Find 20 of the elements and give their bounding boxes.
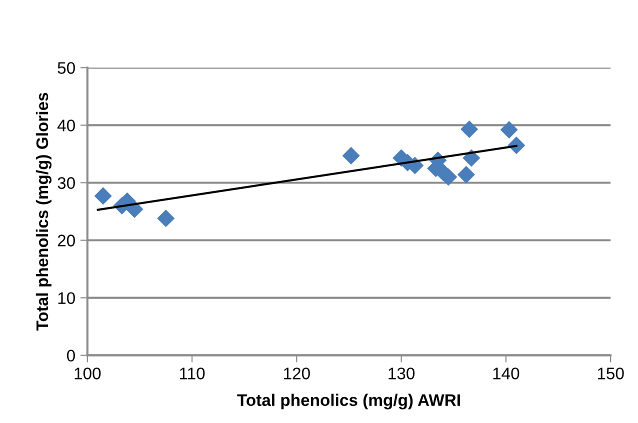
y-tick-label: 0 (66, 350, 75, 362)
x-tick-label: 110 (180, 368, 205, 380)
point (157, 210, 175, 228)
point (500, 121, 518, 139)
x-tick-label: 100 (74, 368, 101, 380)
y-tick-label: 50 (58, 62, 75, 74)
x-tick-label: 150 (598, 368, 624, 380)
point (94, 187, 112, 205)
x-tick-label: 130 (388, 368, 415, 380)
y-tick-label: 40 (57, 120, 75, 132)
point (342, 146, 360, 164)
y-tick-label: 30 (58, 177, 75, 189)
y-tick-label: 20 (58, 234, 75, 246)
x-tick-label: 140 (493, 368, 520, 380)
x-tick-label: 120 (284, 368, 310, 380)
y-axis-title: Total phenolics (mg/g) Glories (36, 92, 52, 331)
y-tick-label: 10 (58, 292, 75, 304)
point (457, 166, 475, 184)
x-axis-title: Total phenolics (mg/g) AWRI (237, 394, 460, 410)
point (460, 120, 478, 138)
